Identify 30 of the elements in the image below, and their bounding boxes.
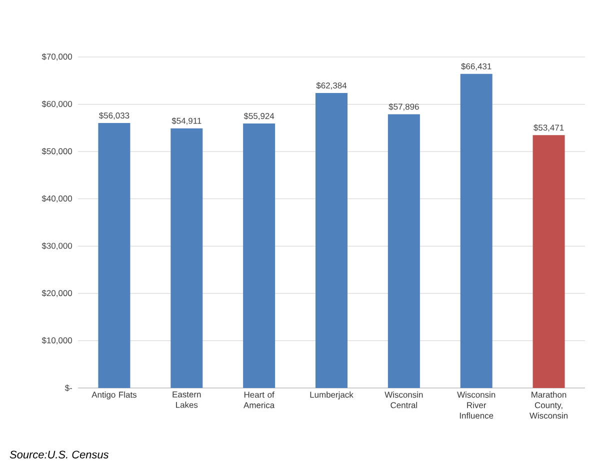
y-tick-label: $70,000 <box>42 53 72 61</box>
x-tick-label: Lumberjack <box>310 392 354 400</box>
x-tick-label: Wisconsin River Influence <box>457 392 496 419</box>
bar <box>98 123 130 388</box>
y-tick-label: $20,000 <box>42 290 72 298</box>
bar <box>243 124 276 388</box>
y-tick-label: $40,000 <box>42 195 72 203</box>
data-label: $56,033 <box>99 112 130 120</box>
y-tick-label: $50,000 <box>42 148 72 156</box>
y-tick-label: $10,000 <box>42 337 72 344</box>
x-tick-label: Marathon County, Wisconsin <box>530 392 568 419</box>
data-label: $53,471 <box>534 124 564 132</box>
x-tick-label: Wisconsin Central <box>384 392 423 408</box>
data-label: $57,896 <box>388 103 419 111</box>
data-label: $54,911 <box>172 117 202 125</box>
data-label: $55,924 <box>244 112 274 120</box>
data-label: $62,384 <box>316 82 347 90</box>
x-tick-label: Heart of America <box>244 392 275 408</box>
y-tick-label: $- <box>64 384 72 392</box>
y-tick-label: $60,000 <box>42 100 72 108</box>
y-tick-label: $30,000 <box>42 242 72 250</box>
bar <box>460 74 492 388</box>
x-tick-label: Eastern Lakes <box>172 392 201 408</box>
data-label: $66,431 <box>461 62 492 70</box>
bar <box>388 114 420 388</box>
bar <box>170 128 203 388</box>
bar <box>316 93 348 388</box>
x-tick-label: Antigo Flats <box>92 392 136 400</box>
source-note: Source:U.S. Census <box>10 450 109 458</box>
bar <box>532 135 565 388</box>
